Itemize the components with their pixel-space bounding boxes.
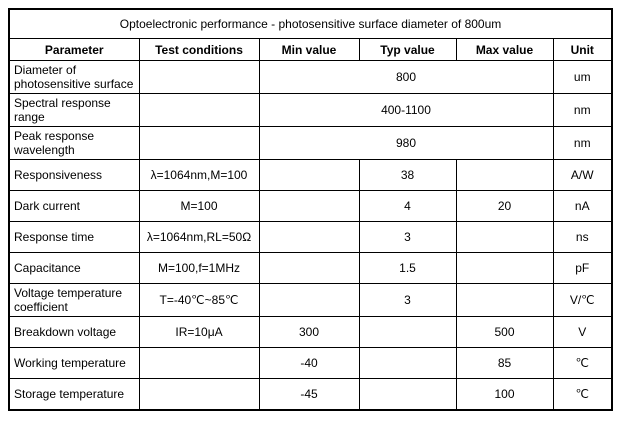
merged-value-cell: 400-1100 [258, 93, 554, 127]
header-row: Parameter Test conditions Min value Typ … [8, 38, 613, 61]
param-cell: Capacitance [8, 252, 140, 284]
min-value-cell [258, 190, 360, 222]
max-value-cell: 100 [455, 378, 554, 410]
unit-cell: ℃ [552, 347, 613, 379]
unit-cell: um [552, 60, 613, 94]
param-cell: Working temperature [8, 347, 140, 379]
test-conditions-cell [138, 126, 260, 160]
param-cell: Voltage temperature coefficient [8, 283, 140, 317]
unit-cell: V/℃ [552, 283, 613, 317]
typ-value-cell: 3 [358, 221, 457, 253]
test-conditions-cell: M=100 [138, 190, 260, 222]
max-value-cell: 500 [455, 316, 554, 348]
param-cell: Storage temperature [8, 378, 140, 410]
header-parameter: Parameter [8, 38, 140, 61]
typ-value-cell [358, 378, 457, 410]
table-row: Responsiveness λ=1064nm,M=100 38 A/W [8, 159, 613, 191]
table-row: Voltage temperature coefficient T=-40℃~8… [8, 283, 613, 317]
table-row: Dark current M=100 4 20 nA [8, 190, 613, 222]
table-row: Response time λ=1064nm,RL=50Ω 3 ns [8, 221, 613, 253]
header-unit: Unit [552, 38, 613, 61]
header-max-value: Max value [455, 38, 554, 61]
min-value-cell [258, 221, 360, 253]
test-conditions-cell: λ=1064nm,RL=50Ω [138, 221, 260, 253]
table-row: Spectral response range 400-1100 nm [8, 93, 613, 127]
max-value-cell [455, 159, 554, 191]
typ-value-cell: 4 [358, 190, 457, 222]
table-row: Capacitance M=100,f=1MHz 1.5 pF [8, 252, 613, 284]
param-cell: Diameter of photosensitive surface [8, 60, 140, 94]
test-conditions-cell [138, 93, 260, 127]
param-cell: Response time [8, 221, 140, 253]
typ-value-cell: 38 [358, 159, 457, 191]
table-row: Storage temperature -45 100 ℃ [8, 378, 613, 410]
header-min-value: Min value [258, 38, 360, 61]
table-row: Peak response wavelength 980 nm [8, 126, 613, 160]
unit-cell: A/W [552, 159, 613, 191]
typ-value-cell: 3 [358, 283, 457, 317]
test-conditions-cell: IR=10μA [138, 316, 260, 348]
unit-cell: nm [552, 126, 613, 160]
max-value-cell: 20 [455, 190, 554, 222]
typ-value-cell: 1.5 [358, 252, 457, 284]
min-value-cell: -40 [258, 347, 360, 379]
max-value-cell: 85 [455, 347, 554, 379]
test-conditions-cell [138, 347, 260, 379]
param-cell: Dark current [8, 190, 140, 222]
param-cell: Breakdown voltage [8, 316, 140, 348]
param-cell: Responsiveness [8, 159, 140, 191]
title-row: Optoelectronic performance - photosensit… [8, 8, 613, 39]
test-conditions-cell: T=-40℃~85℃ [138, 283, 260, 317]
max-value-cell [455, 283, 554, 317]
test-conditions-cell: λ=1064nm,M=100 [138, 159, 260, 191]
table-title: Optoelectronic performance - photosensit… [8, 8, 613, 39]
unit-cell: nA [552, 190, 613, 222]
header-test-conditions: Test conditions [138, 38, 260, 61]
min-value-cell: 300 [258, 316, 360, 348]
table-row: Working temperature -40 85 ℃ [8, 347, 613, 379]
param-cell: Peak response wavelength [8, 126, 140, 160]
unit-cell: V [552, 316, 613, 348]
unit-cell: ℃ [552, 378, 613, 410]
spec-table: Optoelectronic performance - photosensit… [8, 8, 614, 411]
test-conditions-cell [138, 378, 260, 410]
test-conditions-cell [138, 60, 260, 94]
max-value-cell [455, 252, 554, 284]
min-value-cell [258, 159, 360, 191]
unit-cell: ns [552, 221, 613, 253]
max-value-cell [455, 221, 554, 253]
min-value-cell: -45 [258, 378, 360, 410]
header-typ-value: Typ value [358, 38, 457, 61]
unit-cell: pF [552, 252, 613, 284]
merged-value-cell: 800 [258, 60, 554, 94]
param-cell: Spectral response range [8, 93, 140, 127]
table-row: Breakdown voltage IR=10μA 300 500 V [8, 316, 613, 348]
min-value-cell [258, 252, 360, 284]
merged-value-cell: 980 [258, 126, 554, 160]
table-row: Diameter of photosensitive surface 800 u… [8, 60, 613, 94]
test-conditions-cell: M=100,f=1MHz [138, 252, 260, 284]
typ-value-cell [358, 316, 457, 348]
unit-cell: nm [552, 93, 613, 127]
typ-value-cell [358, 347, 457, 379]
min-value-cell [258, 283, 360, 317]
